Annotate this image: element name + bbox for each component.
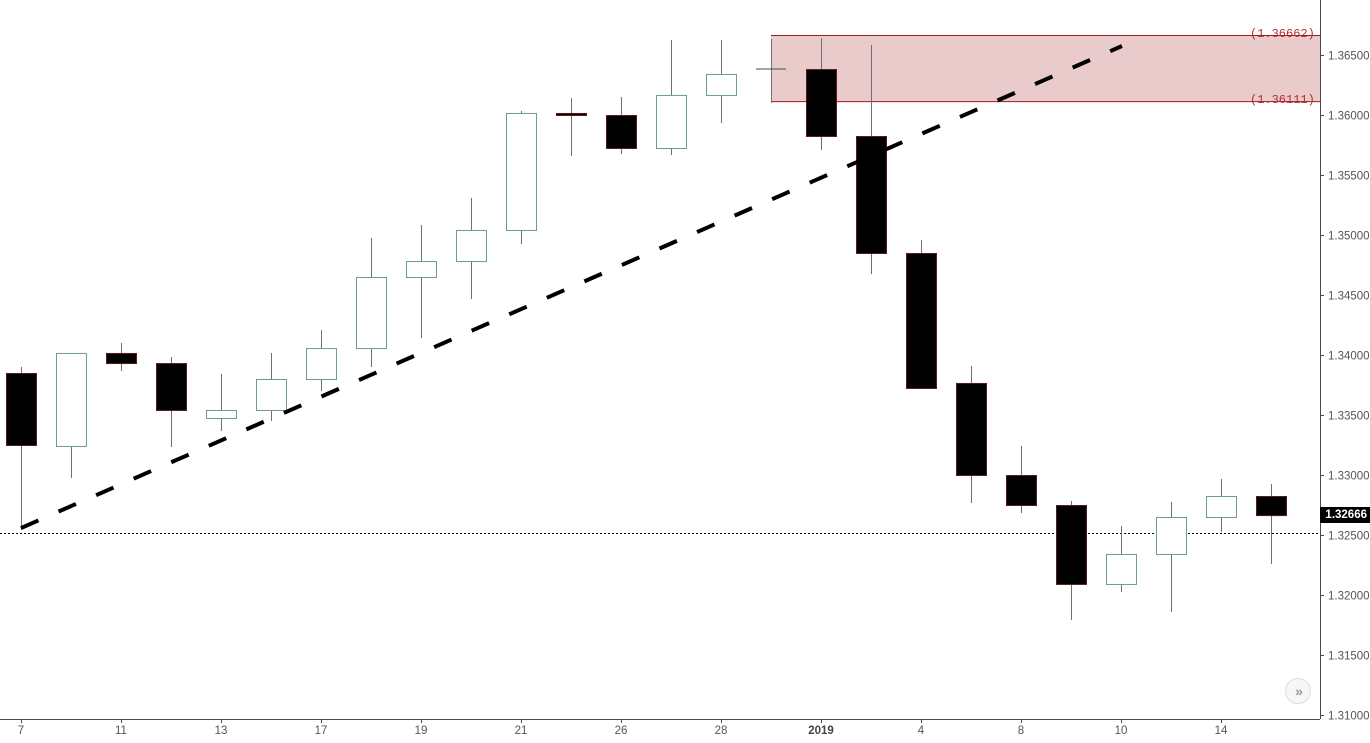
zone-fill[interactable] <box>771 35 1320 102</box>
candle-body-down <box>1006 475 1037 506</box>
price-tick-label: 1.33500 <box>1328 411 1370 423</box>
candles <box>6 37 1287 620</box>
candle <box>6 367 37 530</box>
candle-body-up <box>1206 496 1237 518</box>
candle-body-down <box>6 373 37 446</box>
time-tick-label: 19 <box>415 725 428 737</box>
candle <box>106 343 137 371</box>
price-tick-label: 1.32500 <box>1328 531 1370 543</box>
candle-body-down <box>1256 496 1287 517</box>
candle <box>556 97 587 157</box>
price-tick-label: 1.35500 <box>1328 171 1370 183</box>
price-tick-label: 1.36500 <box>1328 51 1370 63</box>
zone-top-label: (1.36662) <box>1250 27 1315 41</box>
candle <box>756 39 786 103</box>
candle-body-up <box>656 94 687 149</box>
price-tick-label: 1.36000 <box>1328 111 1370 123</box>
time-tick-label: 26 <box>615 725 628 737</box>
candle <box>506 111 537 244</box>
candle-body-up <box>206 409 237 419</box>
scroll-to-latest-button[interactable]: » <box>1285 678 1311 704</box>
double-chevron-right-icon: » <box>1295 683 1303 699</box>
candle-body-up <box>1106 553 1137 585</box>
time-tick-label: 13 <box>215 725 228 737</box>
candle-body-up <box>306 348 337 381</box>
candle-body-down <box>956 382 987 476</box>
candle <box>1006 445 1037 514</box>
candle-body-down <box>156 363 187 411</box>
time-tick-label: 21 <box>515 725 528 737</box>
candle <box>156 357 187 448</box>
candle <box>606 97 637 154</box>
candle <box>256 352 287 421</box>
candle <box>1156 502 1187 613</box>
candle <box>656 40 687 155</box>
candle <box>456 198 487 299</box>
time-tick-label: 8 <box>1018 725 1024 737</box>
dashed-trend-line[interactable] <box>20 44 1123 530</box>
candle <box>56 352 87 478</box>
zone-bottom-label: (1.36111) <box>1250 93 1315 107</box>
candle <box>1106 526 1137 592</box>
candle-body-up <box>356 277 387 350</box>
candle-body-down <box>856 136 887 254</box>
candle <box>956 366 987 503</box>
candle-body-down <box>556 112 587 116</box>
last-price-badge: 1.32666 <box>1320 507 1370 523</box>
candle-body-up <box>406 261 437 279</box>
price-tick-label: 1.34000 <box>1328 351 1370 363</box>
candle <box>406 225 437 338</box>
candle-body-down <box>906 253 937 389</box>
time-tick-label: 4 <box>918 725 925 737</box>
price-tick-label: 1.32000 <box>1328 591 1370 603</box>
price-tick-label: 1.31000 <box>1328 711 1370 723</box>
candle-body-down <box>606 115 637 149</box>
candle-body-down <box>1056 505 1087 585</box>
candle <box>856 45 887 274</box>
candle <box>706 40 737 124</box>
candle-body-up <box>1156 517 1187 555</box>
time-tick-label: 2019 <box>808 725 834 737</box>
time-tick-label: 7 <box>18 725 24 737</box>
candle-body-down <box>806 69 837 137</box>
time-tick-label: 10 <box>1115 725 1128 737</box>
candle <box>306 330 337 391</box>
candle <box>1056 501 1087 620</box>
candle-body-up <box>456 229 487 263</box>
candle-body-up <box>256 379 287 411</box>
time-tick-label: 17 <box>315 725 328 737</box>
candle-body-up <box>706 73 737 96</box>
time-tick-label: 28 <box>715 725 728 737</box>
trend-line[interactable] <box>20 44 1123 530</box>
candle-body-up <box>506 112 537 231</box>
candle <box>356 238 387 367</box>
candle <box>1206 478 1237 532</box>
time-tick-label: 14 <box>1215 725 1228 737</box>
price-tick-label: 1.35000 <box>1328 231 1370 243</box>
candle <box>906 240 937 389</box>
time-tick-label: 11 <box>115 725 127 737</box>
price-tick-label: 1.33000 <box>1328 471 1370 483</box>
price-zone-rectangle[interactable] <box>771 35 1320 103</box>
price-tick-label: 1.34500 <box>1328 291 1370 303</box>
candle <box>206 373 237 431</box>
candle <box>1256 484 1287 565</box>
candle <box>806 37 837 151</box>
price-tick-label: 1.31500 <box>1328 651 1370 663</box>
candle-body-down <box>106 352 137 365</box>
candle-body-up <box>56 352 87 447</box>
